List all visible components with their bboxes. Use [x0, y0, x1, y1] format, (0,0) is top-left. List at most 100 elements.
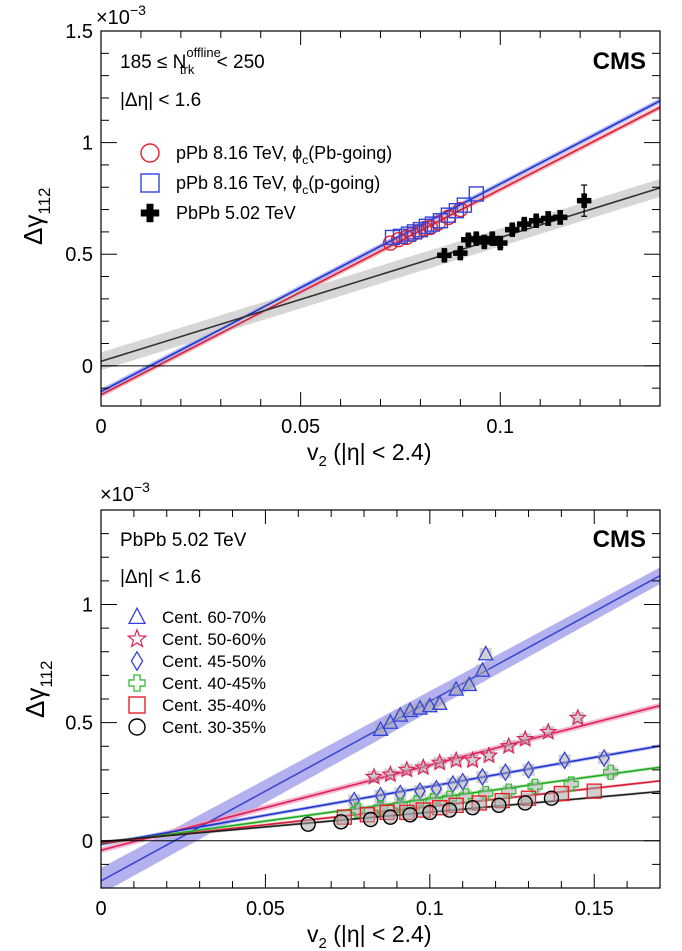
data-point — [464, 799, 481, 816]
top-panel: 0 0.05 0.1 0 0.5 1 1.5 ×10−3 185 ≤ Noffline trk… — [18, 2, 661, 470]
bottom-system-label: PbPb 5.02 TeV — [120, 530, 247, 551]
data-point — [456, 197, 473, 213]
data-point — [552, 210, 568, 225]
data-point — [576, 193, 592, 208]
fit-line — [101, 704, 660, 851]
data-point — [586, 783, 602, 799]
data-point — [390, 232, 407, 248]
data-point — [468, 186, 485, 202]
x-tick-label: 0 — [95, 898, 106, 920]
legend-entry-label: Cent. 35-40% — [162, 696, 266, 715]
legend-entry-label: pPb 8.16 TeV, ϕc(p-going) — [176, 173, 380, 197]
systematic-box — [588, 785, 601, 798]
systematic-box — [423, 806, 436, 819]
legend-marker — [128, 696, 146, 714]
data-point — [453, 245, 468, 261]
legend-entry-rest: (Pb-going) — [308, 143, 392, 163]
data-point — [430, 753, 449, 771]
legend-marker — [140, 173, 160, 193]
y-tick-label: 1 — [82, 133, 93, 155]
bottom-data-points — [300, 645, 619, 832]
data-point — [463, 750, 482, 769]
systematic-box — [466, 801, 479, 814]
data-point — [413, 757, 433, 776]
data-point — [432, 213, 449, 229]
systematic-box — [443, 804, 456, 817]
legend-entry-sub: c — [302, 153, 308, 167]
top-legend: pPb 8.16 TeV, ϕc(Pb-going)pPb 8.16 TeV, … — [140, 143, 392, 223]
data-point — [362, 811, 379, 828]
data-point — [598, 748, 610, 768]
data-point — [412, 221, 429, 238]
data-point — [402, 807, 418, 823]
data-point — [364, 767, 384, 785]
data-point — [406, 224, 423, 240]
data-point — [516, 216, 532, 232]
systematic-box — [404, 808, 417, 821]
data-point — [603, 764, 619, 780]
top-data-points — [382, 184, 592, 263]
systematic-box — [492, 799, 505, 812]
x-tick-label: 0.1 — [416, 898, 444, 920]
x-tick-label: 0.1 — [486, 416, 514, 438]
data-point — [416, 220, 433, 237]
data-point — [538, 722, 558, 740]
bottom-legend: Cent. 60-70% Cent. 50-60% Cent. 45-50% Cent… — [126, 606, 266, 737]
bottom-cms-label: CMS — [593, 526, 646, 553]
data-point — [543, 790, 560, 806]
legend-entry-label: PbPb 5.02 TeV — [176, 203, 296, 223]
top-cms-label: CMS — [593, 48, 646, 75]
data-point — [382, 809, 399, 825]
legend-marker — [126, 628, 148, 648]
legend-entry-label: pPb 8.16 TeV, ϕc(Pb-going) — [176, 143, 392, 167]
data-point — [499, 762, 512, 782]
data-point — [527, 778, 543, 795]
data-point — [478, 785, 494, 802]
data-point — [540, 211, 556, 226]
top-axes: 0 0.05 0.1 0 0.5 1 1.5 — [65, 21, 661, 438]
bottom-axes: 0 0.05 0.1 0.15 0 0.5 1 — [65, 509, 661, 920]
data-point — [491, 797, 507, 814]
data-point — [568, 708, 588, 726]
legend-entry-label: Cent. 60-70% — [162, 608, 266, 627]
legend-entry-label: Cent. 50-60% — [162, 630, 266, 649]
legend-entry-main: pPb 8.16 TeV, ϕ — [176, 143, 302, 163]
legend-entry-main: PbPb 5.02 TeV — [176, 203, 296, 223]
y-tick-label: 0.5 — [65, 244, 93, 266]
data-point — [469, 231, 484, 246]
bottom-y-axis-title: Δγ112 — [20, 661, 56, 718]
legend-marker — [128, 674, 146, 692]
data-point — [499, 736, 519, 755]
systematic-box — [604, 766, 617, 779]
y-tick-label: 1 — [82, 595, 93, 617]
systematic-box — [545, 792, 558, 805]
legend-entry-rest: (p-going) — [308, 173, 380, 193]
data-point — [517, 795, 533, 811]
data-point — [397, 760, 417, 778]
x-tick-label: 0.05 — [246, 898, 285, 920]
data-point — [446, 750, 466, 769]
data-point — [333, 814, 349, 830]
legend-entry-sub: c — [302, 183, 308, 197]
data-point — [522, 760, 535, 780]
data-point — [422, 804, 438, 821]
data-point — [476, 767, 489, 787]
data-point — [381, 764, 400, 783]
data-point — [477, 645, 494, 661]
data-point — [563, 776, 579, 792]
data-point — [441, 802, 458, 818]
legend-entry-label: Cent. 30-35% — [162, 718, 266, 737]
top-x-axis-title: v2 (|η| < 2.4) — [307, 439, 431, 470]
y-tick-label: 0.5 — [65, 713, 93, 735]
legend-marker — [128, 718, 146, 736]
data-point — [505, 222, 520, 237]
top-exponent-label: ×10−3 — [96, 2, 146, 29]
top-eta-cut-label: |Δη| < 1.6 — [120, 90, 201, 111]
data-point — [437, 248, 452, 263]
data-point — [558, 751, 571, 770]
top-y-axis-title: Δγ112 — [18, 188, 54, 245]
data-point — [431, 694, 448, 710]
y-tick-label: 0 — [82, 831, 93, 853]
data-point — [424, 216, 441, 232]
